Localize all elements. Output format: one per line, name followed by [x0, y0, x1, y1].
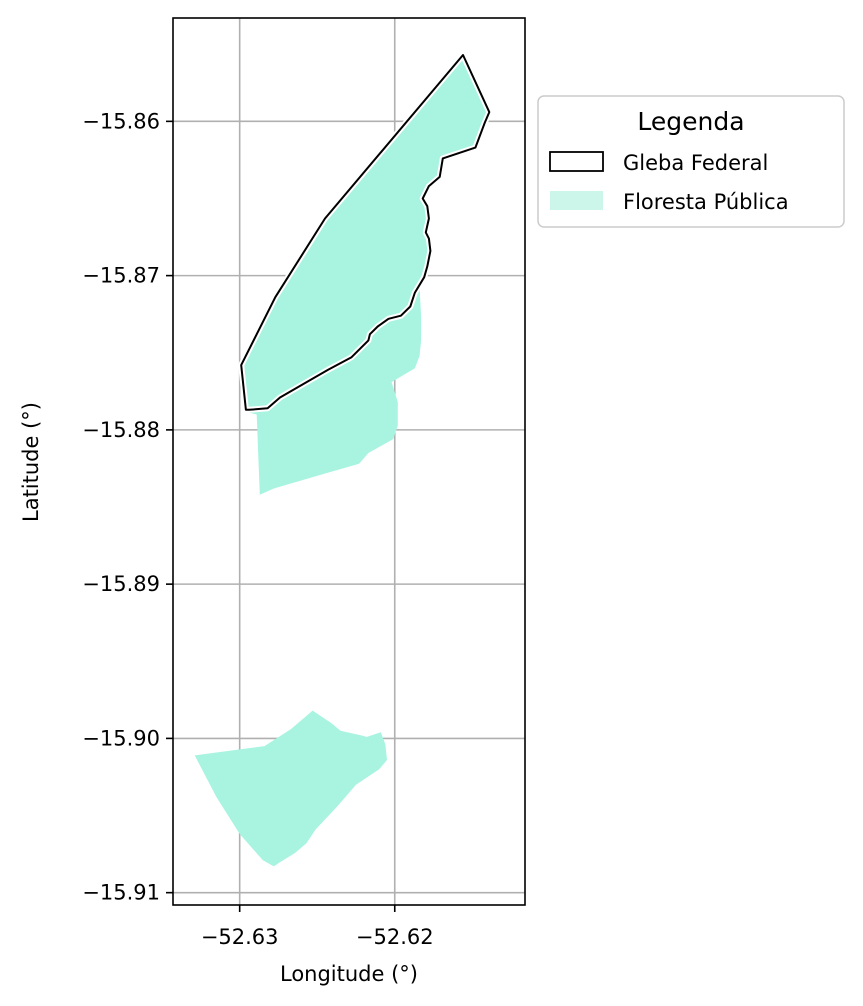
gleba-federal-boundary-1 — [240, 54, 491, 411]
y-tick-label-2: −15.88 — [82, 418, 160, 442]
x-tick-label-0: −52.63 — [201, 925, 279, 949]
y-tick-label-5: −15.91 — [82, 881, 160, 905]
legend: Legenda Gleba Federal Floresta Pública — [537, 95, 845, 228]
x-ticks: −52.63 −52.62 — [201, 905, 434, 949]
legend-swatch-gleba — [549, 151, 604, 172]
legend-swatch-floresta — [550, 191, 603, 210]
x-axis-title: Longitude (°) — [280, 962, 418, 986]
y-tick-label-0: −15.86 — [82, 109, 160, 133]
gleba-layer — [238, 52, 493, 413]
y-tick-label-1: −15.87 — [82, 264, 160, 288]
legend-label-floresta: Floresta Pública — [623, 190, 789, 214]
y-ticks: −15.86 −15.87 −15.88 −15.89 −15.90 −15.91 — [82, 109, 173, 905]
legend-box — [537, 95, 845, 228]
x-tick-label-1: −52.62 — [356, 925, 434, 949]
plot-frame — [172, 17, 526, 906]
floresta-publica-area-2 — [194, 710, 387, 867]
y-tick-label-4: −15.90 — [82, 726, 160, 750]
y-axis-title: Latitude (°) — [19, 402, 43, 522]
legend-label-gleba: Gleba Federal — [623, 151, 768, 175]
legend-title: Legenda — [637, 107, 744, 136]
y-tick-label-3: −15.89 — [82, 572, 160, 596]
